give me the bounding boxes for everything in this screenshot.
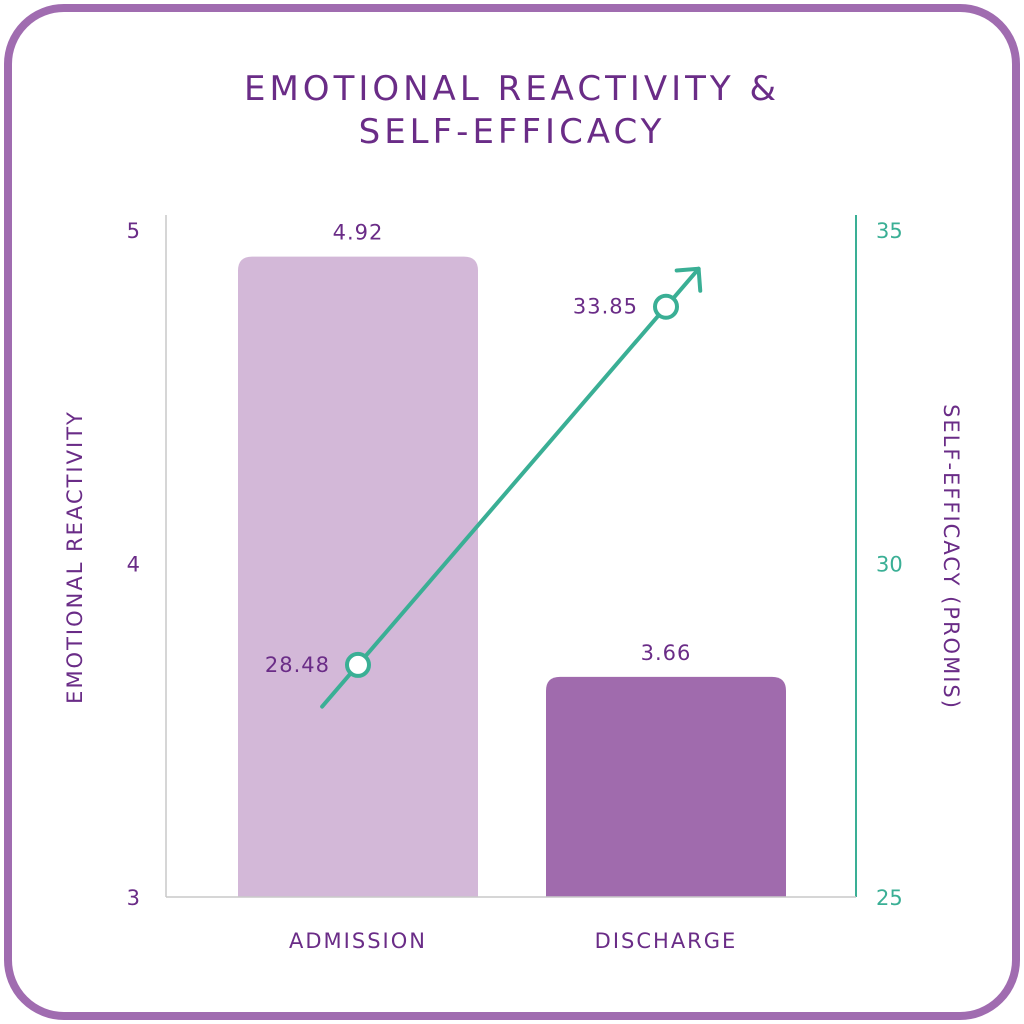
left-tick-label: 3 [127,886,140,910]
right-ticks: 25 30 35 [876,219,903,910]
self-efficacy-line-series [320,266,703,709]
left-axis-label: EMOTIONAL REACTIVITY [63,410,87,704]
line-value-label-discharge: 33.85 [573,295,638,319]
chart-title-line-2: SELF-EFFICACY [358,112,666,152]
chart-title: EMOTIONAL REACTIVITY & SELF-EFFICACY [0,68,1024,154]
line-value-label-admission: 28.48 [265,653,330,677]
chart-title-line-1: EMOTIONAL REACTIVITY & [243,69,781,109]
bar-admission [238,256,478,897]
category-label-discharge: DISCHARGE [595,929,738,953]
bars [238,256,786,897]
bar-value-label-discharge: 3.66 [641,641,692,665]
left-tick-label: 5 [127,219,140,243]
right-tick-label: 35 [876,219,903,243]
category-label-admission: ADMISSION [289,929,427,953]
trend-arrow-head [674,266,703,293]
chart-frame [4,4,1020,1020]
right-tick-label: 25 [876,886,903,910]
right-tick-label: 30 [876,553,903,577]
left-tick-label: 4 [127,553,140,577]
line-point-admission [345,651,371,678]
line-point-discharge [653,293,679,320]
left-ticks: 3 4 5 [127,219,140,910]
right-axis-label: SELF-EFFICACY (PROMIS) [939,404,963,710]
bar-discharge [546,676,786,897]
bar-value-label-admission: 4.92 [333,221,384,245]
self-efficacy-trend-line [320,266,701,709]
